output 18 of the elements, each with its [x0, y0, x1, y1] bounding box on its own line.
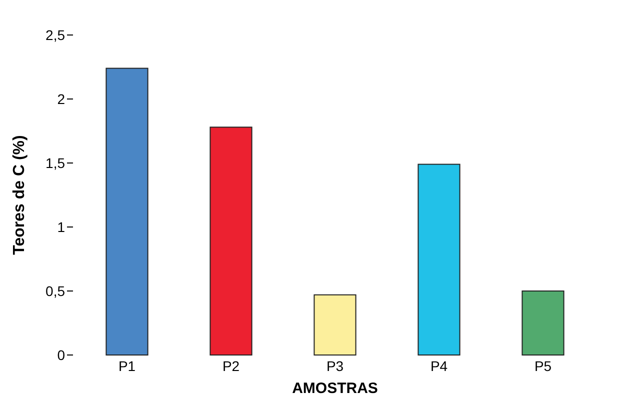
y-tick-label: 1 [57, 218, 66, 235]
y-axis-title: Teores de C (%) [11, 135, 28, 255]
x-axis-title: AMOSTRAS [292, 380, 378, 397]
bar [210, 126, 252, 356]
y-tick-label: 1,5 [46, 154, 66, 171]
bar [314, 294, 356, 356]
x-tick-label: P3 [326, 358, 344, 374]
x-tick-label: P2 [222, 358, 240, 374]
x-tick-label: P4 [430, 358, 448, 374]
bar [522, 290, 564, 356]
y-tick-label: 2,5 [46, 26, 66, 43]
x-tick-label: P5 [534, 358, 552, 374]
y-tick-label: 0,5 [46, 282, 66, 299]
bar [418, 164, 460, 356]
y-tick-label: 2 [57, 90, 66, 107]
y-tick-label: 0 [57, 346, 66, 363]
x-tick-label: P1 [118, 358, 136, 374]
bar [106, 68, 148, 356]
